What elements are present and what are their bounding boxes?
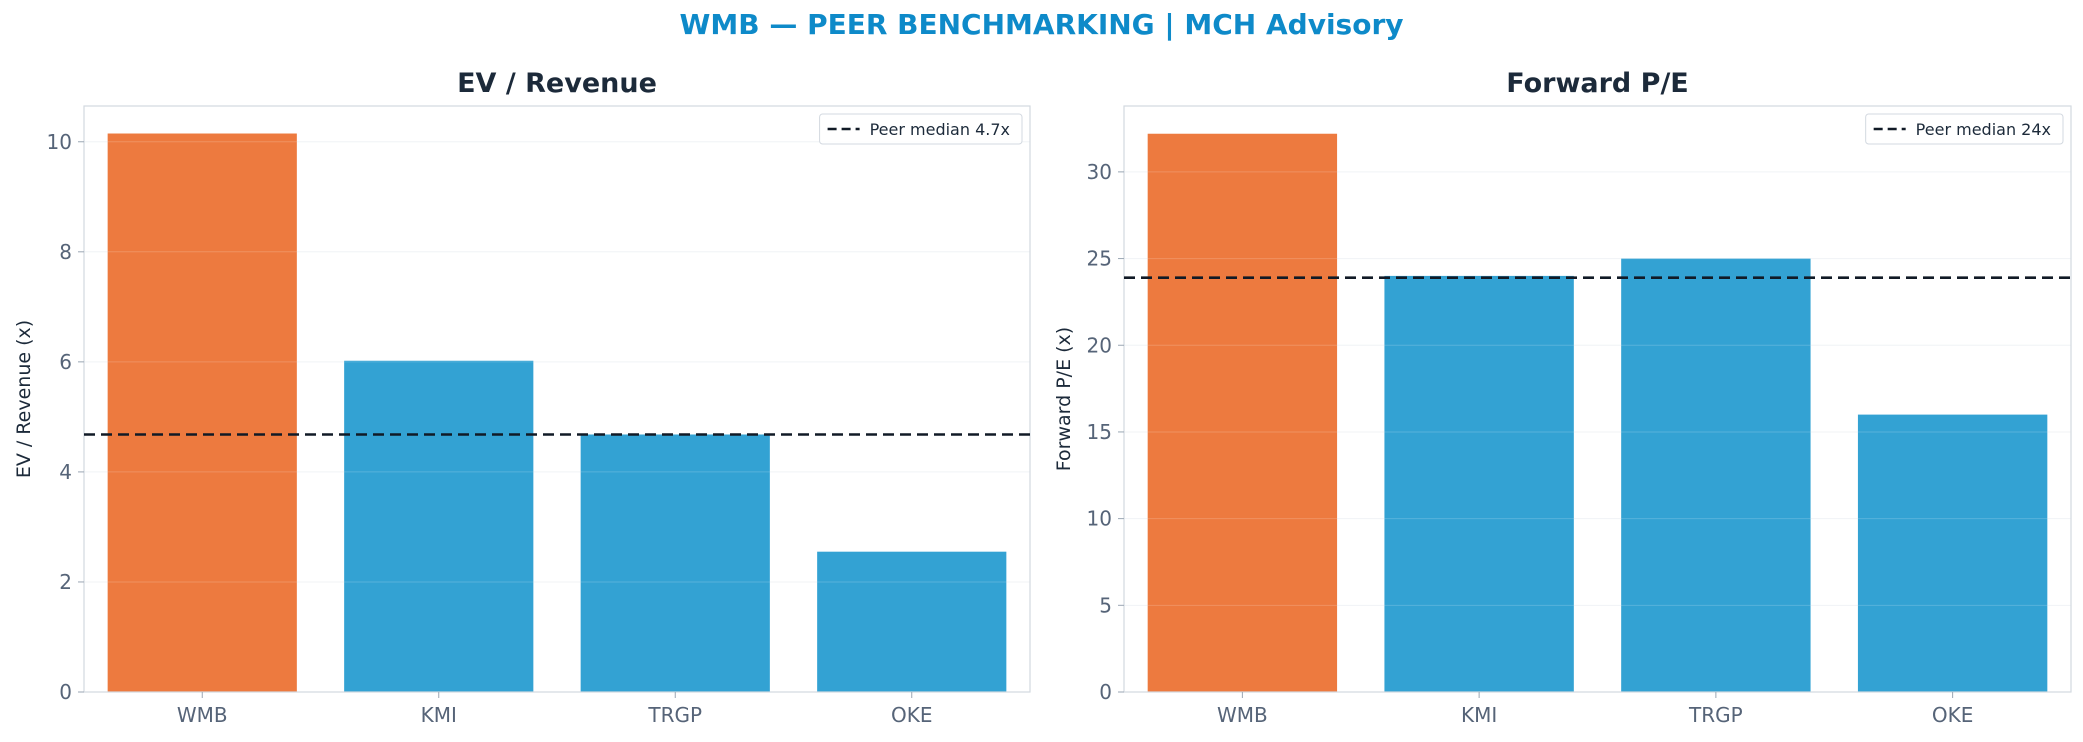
ev-revenue-legend-box <box>819 113 1023 145</box>
ev-revenue-legend-label: Peer median 4.7x <box>870 120 1010 139</box>
forward-p-e-ytick-label: 30 <box>1087 160 1112 184</box>
forward-p-e-xtick-trgp: TRGP <box>1688 703 1743 727</box>
forward-p-e-ytick-label: 25 <box>1087 247 1112 271</box>
ev-revenue-ytick-label: 2 <box>59 570 72 594</box>
forward-p-e-xtick-kmi: KMI <box>1461 703 1497 727</box>
forward-p-e-bar-trgp <box>1621 258 1811 692</box>
forward-p-e-ytick-label: 0 <box>1099 680 1112 704</box>
forward-p-e-ylabel: Forward P/E (x) <box>1053 327 1075 471</box>
forward-p-e-xtick-wmb: WMB <box>1217 703 1268 727</box>
ev-revenue-xtick-trgp: TRGP <box>647 703 702 727</box>
ev-revenue-bar-kmi <box>344 360 534 692</box>
ev-revenue-ytick-label: 10 <box>47 130 72 154</box>
forward-p-e-ytick-label: 5 <box>1099 593 1112 617</box>
forward-p-e-legend-box <box>1865 113 2064 145</box>
forward-p-e-bar-wmb <box>1147 133 1338 693</box>
forward-p-e-legend: Peer median 24x <box>1865 113 2064 145</box>
ev-revenue-xtick-wmb: WMB <box>177 703 228 727</box>
ev-revenue-xtick-oke: OKE <box>891 703 933 727</box>
forward-p-e-ytick-label: 10 <box>1087 507 1112 531</box>
ev-revenue-title: EV / Revenue <box>457 68 657 99</box>
ev-revenue-ytick-label: 8 <box>59 240 72 264</box>
forward-p-e-plot-frame <box>1123 105 2072 693</box>
ev-revenue-plot-frame <box>83 105 1031 693</box>
ev-revenue-xtick-kmi: KMI <box>421 703 457 727</box>
forward-p-e-title: Forward P/E <box>1506 68 1689 99</box>
ev-revenue-bar-trgp <box>580 434 770 692</box>
figure-title: WMB — PEER BENCHMARKING | MCH Advisory <box>679 8 1404 41</box>
ev-revenue-legend: Peer median 4.7x <box>819 113 1023 145</box>
ev-revenue-bar-oke <box>817 551 1007 692</box>
forward-p-e-bar-kmi <box>1384 275 1574 692</box>
ev-revenue-ylabel: EV / Revenue (x) <box>13 320 35 478</box>
ev-revenue-ytick-label: 4 <box>59 460 72 484</box>
forward-p-e-xtick-oke: OKE <box>1932 703 1974 727</box>
ev-revenue-ytick-label: 0 <box>59 680 72 704</box>
ev-revenue-bar-wmb <box>107 133 297 693</box>
forward-p-e-legend-label: Peer median 24x <box>1916 120 2051 139</box>
forward-p-e-bar-oke <box>1857 414 2048 692</box>
forward-p-e-ytick-label: 20 <box>1087 333 1112 357</box>
forward-p-e-ytick-label: 15 <box>1087 420 1112 444</box>
ev-revenue-ytick-label: 6 <box>59 350 72 374</box>
